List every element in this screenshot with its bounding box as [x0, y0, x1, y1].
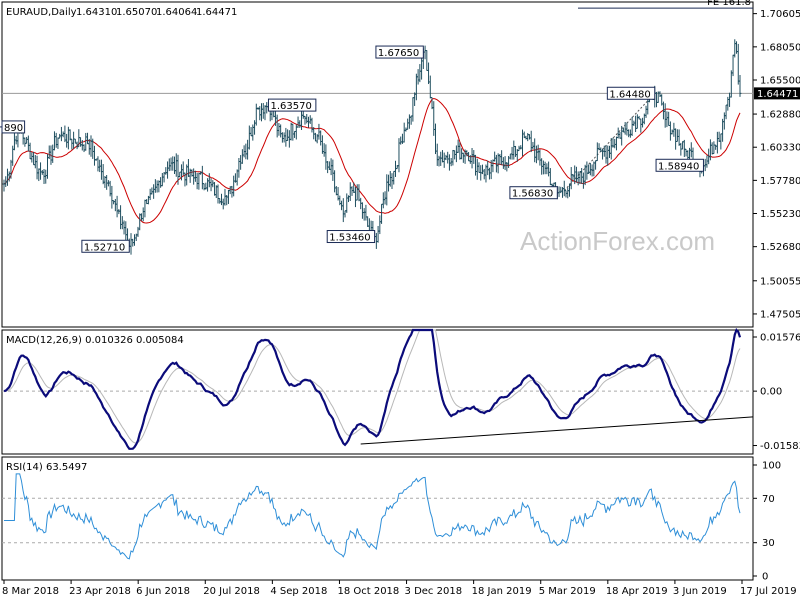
annotation-box	[655, 158, 704, 172]
current-price-badge	[754, 87, 800, 100]
annotation-box	[375, 45, 424, 59]
macd-signal-line	[4, 329, 741, 444]
moving-average-layer	[3, 97, 741, 224]
annotation-label: 1.67650	[378, 48, 419, 59]
annotation-1-58940: 1.58940	[655, 158, 704, 172]
date-tick-label: 23 Apr 2018	[69, 586, 131, 597]
annotation-label: 1.58940	[658, 161, 699, 172]
date-tick-label: 17 Jul 2019	[740, 586, 797, 597]
price-tick-label: 1.57780	[760, 176, 800, 187]
date-tick-label: 8 Mar 2018	[2, 586, 59, 597]
macd-layer	[2, 327, 754, 450]
macd-panel-frame	[1, 329, 754, 455]
price-tick-label: 1.65500	[760, 76, 800, 87]
annotation-label: 1.56830	[512, 189, 553, 200]
date-tick-label: 18 Apr 2019	[606, 586, 668, 597]
annotation-1-52710: 1.52710	[81, 239, 130, 253]
fe-161-8-label: FE 161.8	[707, 0, 751, 8]
rsi-line	[4, 473, 741, 560]
current-price-label: 1.64471	[757, 89, 798, 100]
macd-trendline	[360, 416, 754, 445]
rsi-tick-label: 0	[762, 572, 768, 583]
price-tick-label: 1.50055	[760, 276, 800, 287]
date-tick-label: 3 Jun 2019	[673, 586, 727, 597]
annotation-box	[509, 186, 558, 200]
price-tick-label: 1.47505	[760, 309, 800, 320]
annotation-1-56830: 1.56830	[509, 186, 558, 200]
date-tick-label: 18 Jan 2019	[472, 586, 532, 597]
date-tick-label: 20 Jul 2018	[203, 586, 260, 597]
annotation-1-63570: 1.63570	[267, 98, 317, 112]
rsi-tick-label: 70	[762, 494, 775, 505]
ohlc-bars-layer	[2, 39, 742, 255]
rsi-tick-label: 100	[762, 461, 781, 472]
price-tick-label: 1.62880	[760, 110, 800, 121]
ohlc-high: 1.65070	[116, 7, 157, 18]
moving-average-line	[3, 97, 741, 224]
macd-tick-label: 0.015762	[760, 333, 800, 344]
annotation-label: 1.52710	[84, 242, 125, 253]
annotation-1-53460: 1.53460	[326, 230, 376, 244]
rsi-tick-label: 30	[762, 538, 775, 549]
price-tick-label: 1.55230	[760, 209, 800, 220]
macd-axis: 0.015762 0.00 -0.015834	[753, 333, 800, 452]
macd-line	[3, 327, 742, 450]
date-axis: 8 Mar 2018 23 Apr 2018 6 Jun 2018 20 Jul 20…	[2, 580, 797, 597]
price-tick-label: 1.70605	[760, 9, 800, 20]
watermark: ActionForex.com	[520, 226, 715, 256]
annotation-1-67650: 1.67650	[375, 45, 424, 59]
annotation-box	[606, 86, 656, 100]
rsi-axis: 100 70 30 0	[753, 461, 781, 583]
date-tick-label: 18 Oct 2018	[337, 586, 399, 597]
date-tick-label: 5 Mar 2019	[539, 586, 596, 597]
date-tick-label: 6 Jun 2018	[136, 586, 190, 597]
annotation-label: 890	[4, 123, 23, 134]
annotation-box	[267, 98, 317, 112]
macd-title: MACD(12,26,9) 0.010326 0.005084	[6, 335, 184, 346]
annotation-box	[1, 120, 26, 134]
price-axis: 1.70605 1.68050 1.65500 1.62880 1.60330 1.577…	[753, 9, 800, 320]
price-tick-label: 1.68050	[760, 42, 800, 53]
price-panel-frame	[1, 1, 754, 328]
annotation-label: 1.53460	[329, 233, 370, 244]
macd-tick-label: -0.015834	[760, 441, 800, 452]
price-tick-label: 1.52680	[760, 242, 800, 253]
annotation-890: 890	[0, 120, 26, 134]
annotation-1-64480: 1.64480	[606, 86, 656, 100]
ohlc-low: 1.64064	[156, 7, 197, 18]
rsi-title: RSI(14) 63.5497	[6, 462, 87, 473]
annotation-label: 1.64480	[609, 89, 650, 100]
price-annotations-layer: 890 1.52710 1.63570 1.53460 1.67650 1.56830 1.…	[0, 45, 704, 253]
date-tick-label: 3 Dec 2018	[405, 586, 463, 597]
ohlc-open: 1.64310	[76, 7, 117, 18]
rsi-layer	[2, 473, 753, 560]
rsi-panel-frame	[1, 456, 754, 581]
price-tick-label: 1.60330	[760, 143, 800, 154]
price-title: EURAUD,Daily	[6, 7, 77, 18]
annotation-label: 1.63570	[270, 101, 311, 112]
annotation-box	[326, 230, 376, 244]
ohlc-close: 1.64471	[196, 7, 237, 18]
ohlc-bar	[738, 74, 742, 97]
annotation-box	[81, 239, 130, 253]
macd-tick-label: 0.00	[760, 387, 782, 398]
date-tick-label: 4 Sep 2018	[270, 586, 327, 597]
